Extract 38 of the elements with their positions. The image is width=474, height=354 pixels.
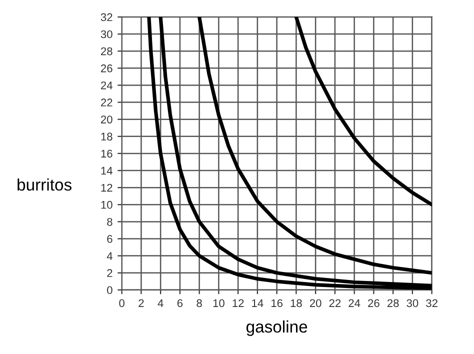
x-tick-label: 6: [177, 299, 183, 308]
y-tick-label: 22: [100, 98, 112, 106]
x-axis-title: gasoline: [246, 320, 308, 336]
y-tick-label: 0: [107, 286, 112, 294]
y-tick-label: 24: [100, 81, 112, 90]
x-tick-label: 28: [387, 299, 399, 308]
line-series: [294, 16, 432, 206]
y-tick-label: 8: [107, 218, 112, 226]
y-tick-label: 14: [101, 166, 112, 175]
y-tick-label: 26: [100, 64, 112, 72]
y-tick-label: 4: [106, 252, 112, 260]
x-tick-label: 2: [138, 299, 144, 308]
x-tick-label: 10: [213, 299, 224, 308]
y-tick-label: 2: [107, 269, 112, 277]
x-tick-label: 12: [232, 299, 244, 308]
x-tick-label: 22: [329, 299, 341, 308]
x-tick-label: 0: [119, 299, 124, 308]
y-tick-label: 6: [107, 235, 112, 243]
y-tick-label: 18: [101, 132, 112, 141]
x-tick-label: 14: [252, 299, 264, 308]
y-tick-label: 12: [101, 184, 112, 192]
x-tick-label: 26: [368, 299, 380, 308]
x-tick-label: 30: [406, 299, 418, 308]
y-tick-label: 16: [101, 150, 112, 158]
x-tick-label: 24: [348, 299, 360, 308]
x-tick-label: 20: [310, 299, 322, 308]
line-series: [198, 16, 432, 275]
x-tick-label: 32: [426, 299, 438, 308]
x-tick-label: 8: [196, 299, 202, 308]
y-axis-title: burritos: [18, 178, 72, 191]
y-tick-label: 32: [100, 13, 112, 22]
x-tick-label: 4: [158, 299, 164, 308]
y-tick-label: 30: [100, 30, 112, 38]
y-tick-label: 20: [100, 116, 112, 124]
y-tick-label: 28: [100, 47, 112, 56]
y-tick-label: 10: [101, 200, 112, 209]
x-tick-label: 18: [290, 299, 302, 308]
x-tick-label: 16: [271, 299, 283, 308]
